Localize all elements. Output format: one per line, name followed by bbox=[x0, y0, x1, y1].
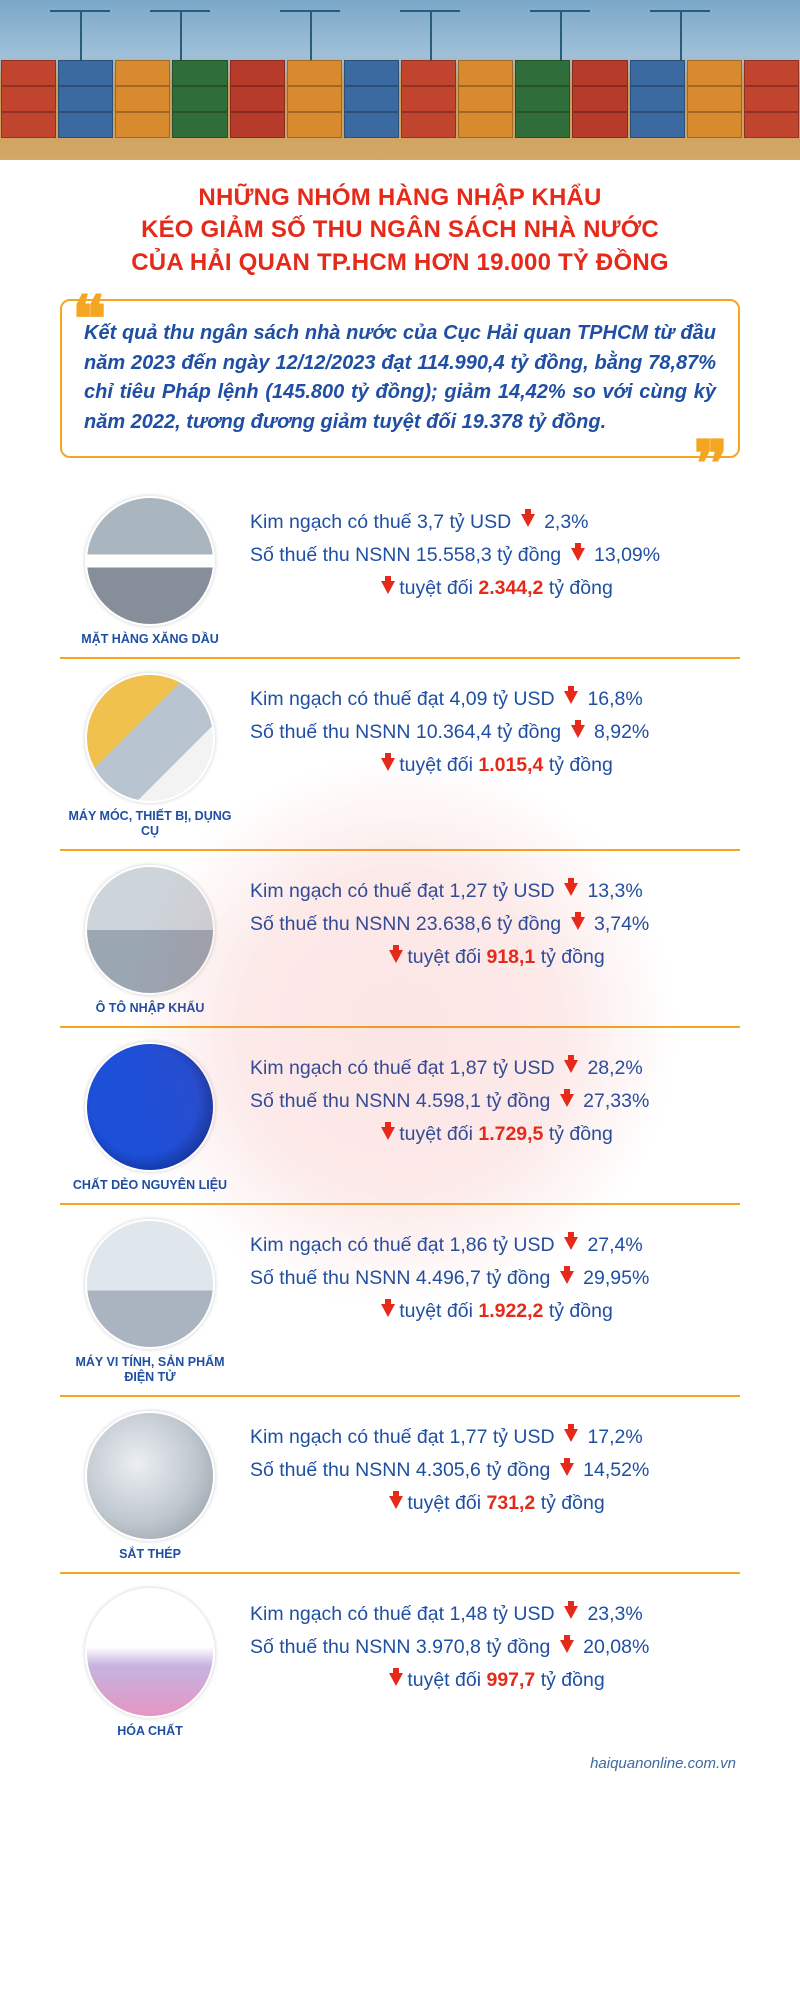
category-item: SẮT THÉP Kim ngạch có thuế đạt 1,77 tỷ US… bbox=[60, 1397, 740, 1574]
category-image bbox=[85, 1588, 215, 1718]
category-label: MÁY MÓC, THIẾT BỊ, DỤNG CỤ bbox=[60, 809, 240, 839]
hero-image bbox=[0, 0, 800, 160]
category-label: HÓA CHẤT bbox=[60, 1724, 240, 1739]
category-item: Ô TÔ NHẬP KHẨU Kim ngạch có thuế đạt 1,27… bbox=[60, 851, 740, 1028]
category-image bbox=[85, 1411, 215, 1541]
stat-thue: Số thuế thu NSNN 4.496,7 tỷ đồng 29,95% bbox=[250, 1262, 740, 1295]
down-arrow-icon bbox=[381, 1304, 395, 1317]
stat-absolute: tuyệt đối 1.922,2 tỷ đồng bbox=[250, 1295, 740, 1328]
category-item: MÁY MÓC, THIẾT BỊ, DỤNG CỤ Kim ngạch có t… bbox=[60, 659, 740, 851]
stat-absolute: tuyệt đối 731,2 tỷ đồng bbox=[250, 1487, 740, 1520]
down-arrow-icon bbox=[564, 883, 578, 896]
title-line: KÉO GIẢM SỐ THU NGÂN SÁCH NHÀ NƯỚC bbox=[141, 216, 659, 243]
hero-containers-row bbox=[0, 112, 800, 138]
down-arrow-icon bbox=[560, 1463, 574, 1476]
stat-kim-ngach: Kim ngạch có thuế đạt 4,09 tỷ USD 16,8% bbox=[250, 683, 740, 716]
down-arrow-icon bbox=[564, 1237, 578, 1250]
stat-thue: Số thuế thu NSNN 4.598,1 tỷ đồng 27,33% bbox=[250, 1085, 740, 1118]
page-title: NHỮNG NHÓM HÀNG NHẬP KHẨU KÉO GIẢM SỐ TH… bbox=[60, 182, 740, 279]
down-arrow-icon bbox=[389, 1496, 403, 1509]
quote-text: Kết quả thu ngân sách nhà nước của Cục H… bbox=[60, 299, 740, 457]
category-item: MÁY VI TÍNH, SẢN PHẨM ĐIỆN TỬ Kim ngạch c… bbox=[60, 1205, 740, 1397]
down-arrow-icon bbox=[564, 1429, 578, 1442]
down-arrow-icon bbox=[381, 1127, 395, 1140]
category-image bbox=[85, 865, 215, 995]
category-label: SẮT THÉP bbox=[60, 1547, 240, 1562]
stat-absolute: tuyệt đối 997,7 tỷ đồng bbox=[250, 1664, 740, 1697]
hero-containers-row bbox=[0, 86, 800, 112]
category-label: MẶT HÀNG XĂNG DẦU bbox=[60, 632, 240, 647]
down-arrow-icon bbox=[389, 950, 403, 963]
category-label: MÁY VI TÍNH, SẢN PHẨM ĐIỆN TỬ bbox=[60, 1355, 240, 1385]
stat-thue: Số thuế thu NSNN 3.970,8 tỷ đồng 20,08% bbox=[250, 1631, 740, 1664]
quote-block: ❝ ❞ Kết quả thu ngân sách nhà nước của C… bbox=[60, 299, 740, 457]
down-arrow-icon bbox=[571, 548, 585, 561]
category-item: MẶT HÀNG XĂNG DẦU Kim ngạch có thuế 3,7 t… bbox=[60, 482, 740, 659]
stat-kim-ngach: Kim ngạch có thuế đạt 1,48 tỷ USD 23,3% bbox=[250, 1598, 740, 1631]
down-arrow-icon bbox=[571, 917, 585, 930]
down-arrow-icon bbox=[560, 1094, 574, 1107]
down-arrow-icon bbox=[564, 1606, 578, 1619]
infographic: NHỮNG NHÓM HÀNG NHẬP KHẨU KÉO GIẢM SỐ TH… bbox=[0, 0, 800, 1802]
stat-kim-ngach: Kim ngạch có thuế đạt 1,27 tỷ USD 13,3% bbox=[250, 875, 740, 908]
category-label: Ô TÔ NHẬP KHẨU bbox=[60, 1001, 240, 1016]
category-image bbox=[85, 1042, 215, 1172]
stat-thue: Số thuế thu NSNN 10.364,4 tỷ đồng 8,92% bbox=[250, 716, 740, 749]
down-arrow-icon bbox=[381, 581, 395, 594]
category-item: CHẤT DẺO NGUYÊN LIỆU Kim ngạch có thuế đạ… bbox=[60, 1028, 740, 1205]
stat-kim-ngach: Kim ngạch có thuế 3,7 tỷ USD 2,3% bbox=[250, 506, 740, 539]
stat-kim-ngach: Kim ngạch có thuế đạt 1,86 tỷ USD 27,4% bbox=[250, 1229, 740, 1262]
category-label: CHẤT DẺO NGUYÊN LIỆU bbox=[60, 1178, 240, 1193]
category-image bbox=[85, 673, 215, 803]
category-image bbox=[85, 1219, 215, 1349]
stat-absolute: tuyệt đối 1.729,5 tỷ đồng bbox=[250, 1118, 740, 1151]
down-arrow-icon bbox=[560, 1640, 574, 1653]
category-item: HÓA CHẤT Kim ngạch có thuế đạt 1,48 tỷ US… bbox=[60, 1574, 740, 1749]
down-arrow-icon bbox=[521, 514, 535, 527]
down-arrow-icon bbox=[560, 1271, 574, 1284]
down-arrow-icon bbox=[564, 691, 578, 704]
footer-source: haiquanonline.com.vn bbox=[60, 1749, 740, 1782]
hero-containers-row bbox=[0, 60, 800, 86]
stat-absolute: tuyệt đối 2.344,2 tỷ đồng bbox=[250, 572, 740, 605]
stat-thue: Số thuế thu NSNN 15.558,3 tỷ đồng 13,09% bbox=[250, 539, 740, 572]
items-section: MẶT HÀNG XĂNG DẦU Kim ngạch có thuế 3,7 t… bbox=[60, 482, 740, 1749]
down-arrow-icon bbox=[389, 1673, 403, 1686]
title-line: CỦA HẢI QUAN TP.HCM HƠN 19.000 TỶ ĐỒNG bbox=[131, 249, 669, 276]
stat-absolute: tuyệt đối 918,1 tỷ đồng bbox=[250, 941, 740, 974]
down-arrow-icon bbox=[571, 725, 585, 738]
down-arrow-icon bbox=[564, 1060, 578, 1073]
stat-kim-ngach: Kim ngạch có thuế đạt 1,87 tỷ USD 28,2% bbox=[250, 1052, 740, 1085]
category-image bbox=[85, 496, 215, 626]
stat-thue: Số thuế thu NSNN 23.638,6 tỷ đồng 3,74% bbox=[250, 908, 740, 941]
stat-thue: Số thuế thu NSNN 4.305,6 tỷ đồng 14,52% bbox=[250, 1454, 740, 1487]
stat-kim-ngach: Kim ngạch có thuế đạt 1,77 tỷ USD 17,2% bbox=[250, 1421, 740, 1454]
down-arrow-icon bbox=[381, 758, 395, 771]
stat-absolute: tuyệt đối 1.015,4 tỷ đồng bbox=[250, 749, 740, 782]
title-line: NHỮNG NHÓM HÀNG NHẬP KHẨU bbox=[198, 184, 601, 211]
